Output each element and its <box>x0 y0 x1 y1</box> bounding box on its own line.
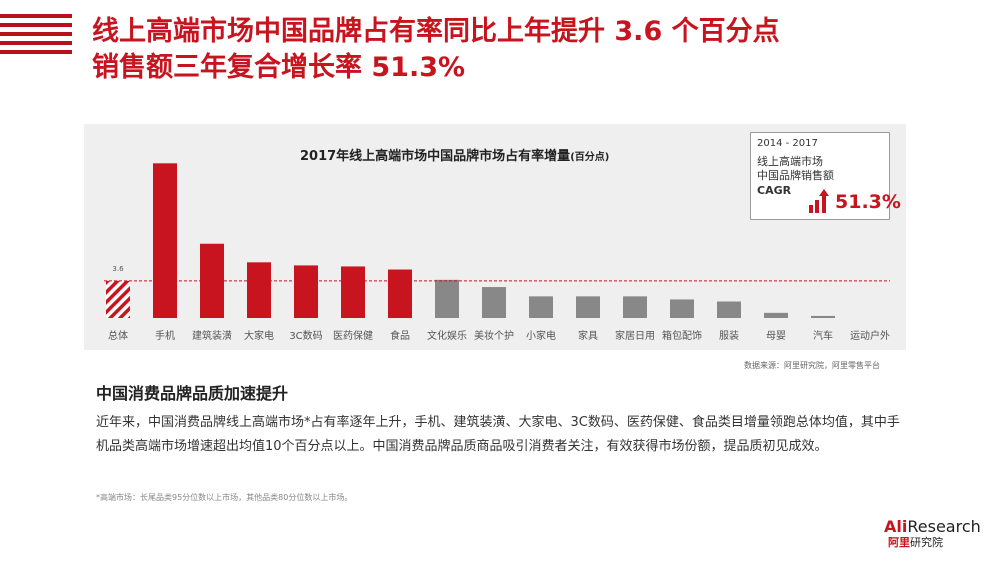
category-label-7: 食品 <box>390 329 410 342</box>
chart-title-unit: (百分点) <box>570 152 610 163</box>
growth-bars-icon <box>809 189 829 213</box>
cagr-callout: 2014 - 2017 线上高端市场 中国品牌销售额 CAGR 51.3% <box>750 132 901 220</box>
data-source: 数据来源：阿里研究院，阿里零售平台 <box>744 361 880 370</box>
logo-sub-red: 阿里 <box>888 536 910 549</box>
logo-ali: Ali <box>884 517 908 536</box>
category-label-8: 文化娱乐 <box>427 329 467 342</box>
logo-sub-dark: 研究院 <box>910 536 943 549</box>
callout-period: 2014 - 2017 <box>757 138 818 149</box>
category-label-16: 汽车 <box>813 329 833 342</box>
bar-10 <box>529 296 553 318</box>
category-label-11: 家具 <box>578 329 598 342</box>
callout-cagr-value: 51.3% <box>835 191 901 213</box>
category-label-15: 母婴 <box>766 330 786 342</box>
body-paragraph: 近年来，中国消费品牌线上高端市场*占有率逐年上升，手机、建筑装潢、大家电、3C数… <box>96 415 900 454</box>
bar-5 <box>294 265 318 318</box>
bar-1 <box>106 280 130 318</box>
chart-title: 2017年线上高端市场中国品牌市场占有率增量(百分点) <box>300 149 610 164</box>
bar-15 <box>764 312 788 318</box>
decorative-stripes <box>0 14 72 59</box>
callout-line-2: 中国品牌销售额 <box>757 169 834 182</box>
bar-8 <box>435 279 459 318</box>
bar-9 <box>482 287 506 318</box>
category-label-10: 小家电 <box>526 329 556 342</box>
category-label-4: 大家电 <box>244 329 274 342</box>
bar-7 <box>388 269 412 318</box>
category-label-1: 总体 <box>108 329 128 342</box>
logo-research: Research <box>907 517 981 536</box>
category-label-12: 家居日用 <box>615 329 655 342</box>
section-subhead: 中国消费品牌品质加速提升 <box>96 384 289 403</box>
headline-line-2: 销售额三年复合增长率 51.3% <box>92 52 466 83</box>
category-label-2: 手机 <box>155 329 175 342</box>
bar-2 <box>153 163 177 318</box>
bar-4 <box>247 262 271 318</box>
category-label-5: 3C数码 <box>289 329 322 342</box>
category-label-17: 运动户外 <box>850 329 890 342</box>
aliresearch-logo: AliResearch 阿里研究院 <box>884 517 981 550</box>
category-label-9: 美妆个护 <box>474 329 514 342</box>
callout-line-1: 线上高端市场 <box>757 155 823 168</box>
bar-14 <box>717 301 741 318</box>
bar-chart: 3.6 总体 手机 建筑装潢 大家电 3C数码 医药保健 食品 文化娱乐 美妆个护 小家电 家具 家居… <box>104 163 890 342</box>
bar-6 <box>341 266 365 318</box>
category-label-14: 服装 <box>719 329 739 342</box>
footnote: *高端市场：长尾品类95分位数以上市场，其他品类80分位数以上市场。 <box>96 493 353 502</box>
bar-16 <box>811 315 835 318</box>
category-label-13: 箱包配饰 <box>662 329 702 342</box>
category-label-6: 医药保健 <box>333 329 373 342</box>
bar-13 <box>670 299 694 318</box>
page-headline: 线上高端市场中国品牌占有率同比上年提升 3.6 个百分点 销售额三年复合增长率 … <box>92 14 780 86</box>
average-line-label: 3.6 <box>112 265 124 273</box>
headline-line-1: 线上高端市场中国品牌占有率同比上年提升 3.6 个百分点 <box>92 16 780 47</box>
bar-11 <box>576 296 600 318</box>
bar-12 <box>623 296 647 318</box>
category-label-3: 建筑装潢 <box>192 329 232 342</box>
callout-cagr-label: CAGR <box>757 184 792 197</box>
